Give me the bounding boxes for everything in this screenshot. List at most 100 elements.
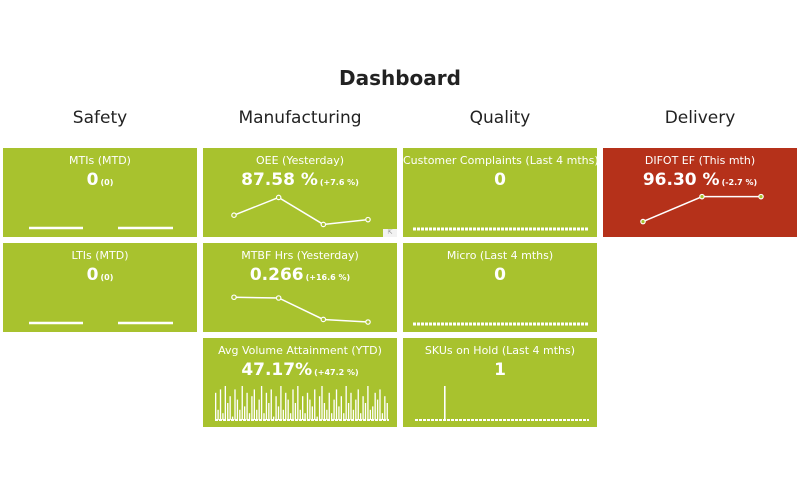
bar: [360, 413, 362, 420]
tile-label: LTIs (MTD): [71, 249, 129, 262]
bar: [251, 396, 253, 420]
sparkline-dashed: [413, 227, 589, 231]
bar: [297, 386, 299, 420]
tile-difot[interactable]: DIFOT EF (This mth) 96.30 % (-2.7 %): [603, 148, 797, 237]
tile-micro[interactable]: Micro (Last 4 mths) 0: [403, 243, 597, 332]
barcode-volume: [215, 386, 389, 421]
bar: [335, 389, 338, 420]
bar: [299, 409, 301, 420]
bar: [350, 392, 352, 420]
bar: [222, 413, 224, 420]
series-line: [642, 195, 761, 223]
data-point: [365, 319, 371, 325]
bar: [314, 389, 316, 420]
bar: [333, 399, 335, 420]
bar: [217, 409, 219, 420]
bar: [384, 396, 386, 420]
bar: [381, 413, 384, 420]
tile-skus[interactable]: SKUs on Hold (Last 4 mths) 1: [403, 338, 597, 427]
bar: [246, 392, 248, 420]
bar: [367, 386, 369, 420]
bar: [318, 396, 321, 420]
sparkline-oee: [231, 194, 371, 228]
bar: [234, 389, 236, 420]
tile-label: Customer Complaints (Last 4 mths): [403, 154, 597, 167]
tile-oee[interactable]: OEE (Yesterday) 87.58 % (+7.6 %) ⇱: [203, 148, 397, 237]
bar: [239, 409, 241, 420]
column-header-quality: Quality: [469, 108, 531, 128]
data-point: [231, 212, 237, 219]
barcode-skus: [415, 386, 589, 421]
bar: [265, 392, 268, 420]
tile-delta: (+7.6 %): [319, 178, 359, 187]
bar: [374, 392, 376, 420]
bar: [328, 392, 330, 420]
tile-complaints[interactable]: Customer Complaints (Last 4 mths) 0: [403, 148, 597, 237]
data-point: [275, 194, 282, 201]
bar: [352, 409, 355, 420]
tile-label: SKUs on Hold (Last 4 mths): [424, 344, 576, 357]
bar: [306, 392, 309, 420]
series-line: [233, 196, 369, 226]
data-point: [640, 218, 646, 225]
tile-delta: (+47.2 %): [314, 368, 359, 377]
bar: [231, 416, 234, 420]
bar: [444, 386, 446, 420]
bar: [345, 386, 347, 420]
data-point: [320, 221, 327, 228]
sparkline-empty: [29, 226, 173, 230]
bar: [224, 386, 226, 420]
bar: [347, 403, 350, 420]
bar: [316, 416, 318, 420]
bar: [277, 406, 280, 420]
bar: [280, 386, 282, 420]
sparkline-empty: [29, 321, 173, 325]
tile-mtbf[interactable]: MTBF Hrs (Yesterday) 0.266 (+16.6 %): [203, 243, 397, 332]
bar: [331, 413, 333, 420]
bar: [275, 396, 277, 420]
tile-label: Micro (Last 4 mths): [446, 249, 554, 262]
bar: [241, 386, 243, 420]
bar: [304, 413, 306, 420]
sparkline-mtbf: [231, 294, 371, 325]
bar: [236, 399, 239, 420]
tile-delta: (+16.6 %): [305, 273, 351, 282]
bar: [244, 406, 246, 420]
tile-value: 0: [494, 265, 506, 285]
tile-delta: (0): [100, 273, 114, 282]
sparkline-dashed: [413, 322, 589, 326]
bar: [338, 406, 340, 420]
popout-icon[interactable]: ⇱: [383, 229, 397, 237]
bar: [340, 396, 342, 420]
bar: [285, 392, 287, 420]
tile-ltis[interactable]: LTIs (MTD) 0 (0): [3, 243, 197, 332]
tile-mtis[interactable]: MTIs (MTD) 0 (0): [3, 148, 197, 237]
tile-value: 0: [494, 170, 506, 190]
tile-delta: (0): [100, 178, 114, 187]
bar: [282, 409, 284, 420]
bar: [289, 413, 292, 420]
tile-value: 0: [86, 170, 99, 190]
data-point: [758, 193, 764, 200]
bar: [294, 403, 297, 420]
data-point: [275, 295, 282, 301]
bar: [273, 416, 275, 420]
tile-value: 1: [494, 360, 506, 380]
bar: [248, 413, 251, 420]
bar: [376, 399, 379, 420]
bar: [357, 389, 359, 420]
tile-label: MTBF Hrs (Yesterday): [241, 249, 359, 262]
bar: [263, 413, 265, 420]
tile-volume[interactable]: Avg Volume Attainment (YTD) 47.17% (+47.2…: [203, 338, 397, 427]
bar: [256, 409, 258, 420]
bar: [227, 403, 229, 420]
column-header-delivery: Delivery: [664, 108, 736, 128]
tile-label: DIFOT EF (This mth): [644, 154, 756, 167]
bar: [302, 396, 304, 420]
tile-label: OEE (Yesterday): [255, 154, 345, 167]
bar: [309, 399, 311, 420]
data-point: [320, 316, 327, 323]
bar: [369, 409, 371, 420]
bar: [292, 389, 294, 420]
data-point: [699, 193, 705, 200]
